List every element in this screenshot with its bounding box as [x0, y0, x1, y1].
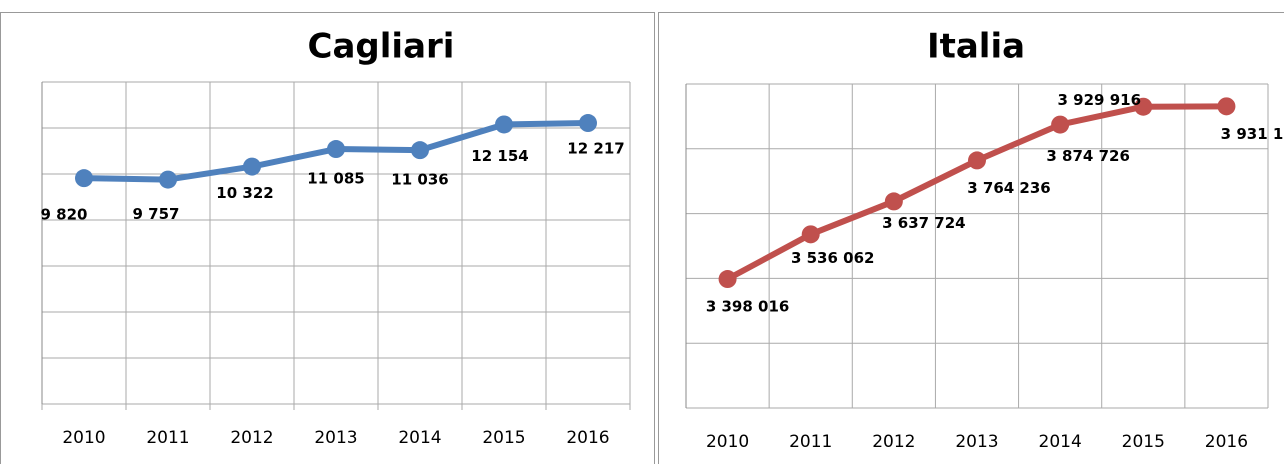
data-label: 10 322 [216, 184, 273, 202]
panel-frame [0, 12, 655, 464]
data-label: 11 085 [307, 170, 364, 188]
data-label: 3 536 062 [791, 249, 875, 267]
data-label: 3 398 016 [706, 298, 790, 316]
data-label: 9 757 [133, 205, 180, 223]
x-tick-label: 2010 [62, 428, 105, 448]
point [718, 270, 737, 289]
x-tick-label: 2013 [314, 428, 357, 448]
data-label: 12 154 [471, 147, 528, 165]
chart-title: Italia [927, 27, 1025, 67]
point [801, 225, 820, 244]
x-tick-label: 2016 [566, 428, 609, 448]
point [1134, 97, 1153, 116]
point [1051, 115, 1070, 134]
data-label: 3 929 916 [1058, 91, 1142, 109]
data-label: 12 217 [567, 140, 624, 158]
point [159, 170, 177, 189]
point [968, 151, 986, 170]
point [1217, 97, 1236, 116]
x-tick-label: 2014 [398, 428, 441, 448]
data-label: 3 637 724 [882, 214, 966, 232]
panel-frame [658, 12, 1284, 464]
x-tick-label: 2012 [872, 432, 915, 452]
x-tick-label: 2011 [146, 428, 189, 448]
x-tick-label: 2013 [955, 432, 998, 452]
point [75, 169, 93, 188]
point [411, 141, 429, 160]
point [495, 115, 513, 134]
x-tick-label: 2015 [482, 428, 525, 448]
point [243, 157, 261, 176]
x-tick-label: 2015 [1122, 432, 1165, 452]
x-tick-label: 2012 [230, 428, 273, 448]
x-tick-label: 2016 [1205, 432, 1248, 452]
x-tick-label: 2010 [706, 432, 749, 452]
data-label: 3 874 726 [1046, 147, 1130, 165]
x-tick-label: 2011 [789, 432, 832, 452]
point [579, 114, 597, 133]
data-label: 9 820 [41, 206, 88, 224]
chart-title: Cagliari [308, 27, 455, 67]
data-label: 3 764 236 [967, 179, 1051, 197]
data-label: 3 931 133 [1221, 125, 1284, 143]
point [884, 192, 903, 211]
x-tick-label: 2014 [1039, 432, 1082, 452]
point [327, 140, 345, 159]
data-label: 11 036 [391, 171, 448, 189]
